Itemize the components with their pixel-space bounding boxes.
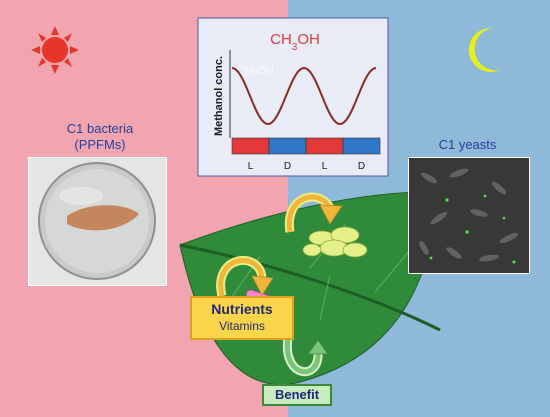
arrow-to-yeasts bbox=[284, 192, 343, 233]
sun-icon bbox=[31, 26, 79, 74]
chart-ylabel: Methanol conc. bbox=[213, 56, 225, 136]
cycle-bar-4 bbox=[342, 137, 381, 155]
c1-yeasts-label: C1 yeasts bbox=[438, 137, 497, 152]
benefit-box: Benefit bbox=[262, 384, 332, 406]
benefit-arrow bbox=[282, 337, 329, 377]
cycle-bar-1 bbox=[231, 137, 270, 155]
methanol-curve bbox=[231, 66, 377, 126]
cycle-label-4: D bbox=[358, 161, 365, 172]
c1-bacteria-label-line1: C1 bacteria bbox=[66, 121, 134, 136]
yeast-microscopy-photo bbox=[408, 157, 530, 274]
cycle-label-3: L bbox=[322, 161, 328, 172]
petri-dish-photo bbox=[28, 157, 167, 286]
moon-icon bbox=[468, 27, 500, 72]
cycle-bar-2 bbox=[268, 137, 307, 155]
yeast-cells bbox=[302, 226, 368, 258]
nutrients-box: Nutrients Vitamins bbox=[190, 296, 294, 340]
methanol-chart: CH3OH CH₃OH Methanol conc. L D L D bbox=[197, 17, 389, 177]
cycle-bar-3 bbox=[305, 137, 344, 155]
c1-bacteria-label-line2: (PPFMs) bbox=[74, 137, 126, 152]
nutrients-label: Nutrients bbox=[211, 301, 273, 317]
ghost-label: CH₃OH bbox=[237, 65, 274, 77]
c1-bacteria-label: C1 bacteria (PPFMs) bbox=[40, 121, 160, 153]
cycle-label-2: D bbox=[284, 161, 291, 172]
arrow-to-bacteria bbox=[216, 256, 274, 298]
chart-title: CH3OH bbox=[270, 31, 320, 53]
vitamins-label: Vitamins bbox=[219, 319, 265, 333]
cycle-label-1: L bbox=[248, 161, 254, 172]
